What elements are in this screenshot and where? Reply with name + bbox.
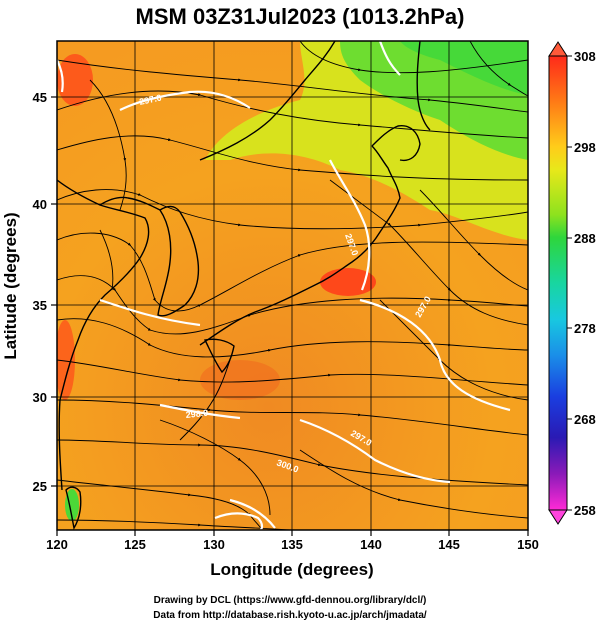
y-tick-label: 25: [33, 479, 47, 494]
contours: [57, 41, 511, 530]
credit-line-1: Drawing by DCL (https://www.gfd-dennou.o…: [154, 595, 427, 606]
colorbar-tick-label: 258: [574, 503, 596, 518]
taiwan-cool: [65, 489, 79, 521]
y-tick-label: 35: [33, 298, 47, 313]
x-tick-label: 150: [517, 537, 539, 552]
x-tick-label: 145: [438, 537, 460, 552]
x-tick-label: 120: [46, 537, 68, 552]
colorbar-tick-label: 288: [574, 231, 596, 246]
map-title: MSM 03Z31Jul2023 (1013.2hPa): [136, 4, 465, 29]
x-axis: [56, 530, 529, 536]
x-axis-title: Longitude (degrees): [210, 560, 373, 579]
colorbar: [548, 41, 572, 525]
contour-label: 298.0: [185, 408, 208, 420]
contour-label: 297.0: [138, 92, 162, 106]
y-tick-label: 45: [33, 90, 47, 105]
plot-area: 297.0 297.0 297.0 298.0 300.0 297.0: [57, 41, 528, 530]
y-tick-label: 30: [33, 390, 47, 405]
x-tick-label: 135: [281, 537, 303, 552]
colorbar-tick-label: 268: [574, 412, 596, 427]
colorbar-tick-label: 308: [574, 49, 596, 64]
x-tick-label: 140: [360, 537, 382, 552]
y-axis: [51, 96, 57, 487]
streamlines: [57, 41, 528, 530]
colorbar-tick-label: 298: [574, 140, 596, 155]
x-tick-label: 125: [124, 537, 146, 552]
colorbar-tick-label: 278: [574, 321, 596, 336]
y-axis-title: Latitude (degrees): [1, 212, 20, 359]
credit-line-2: Data from http://database.rish.kyoto-u.a…: [153, 610, 427, 621]
y-tick-label: 40: [33, 197, 47, 212]
x-tick-label: 130: [203, 537, 225, 552]
